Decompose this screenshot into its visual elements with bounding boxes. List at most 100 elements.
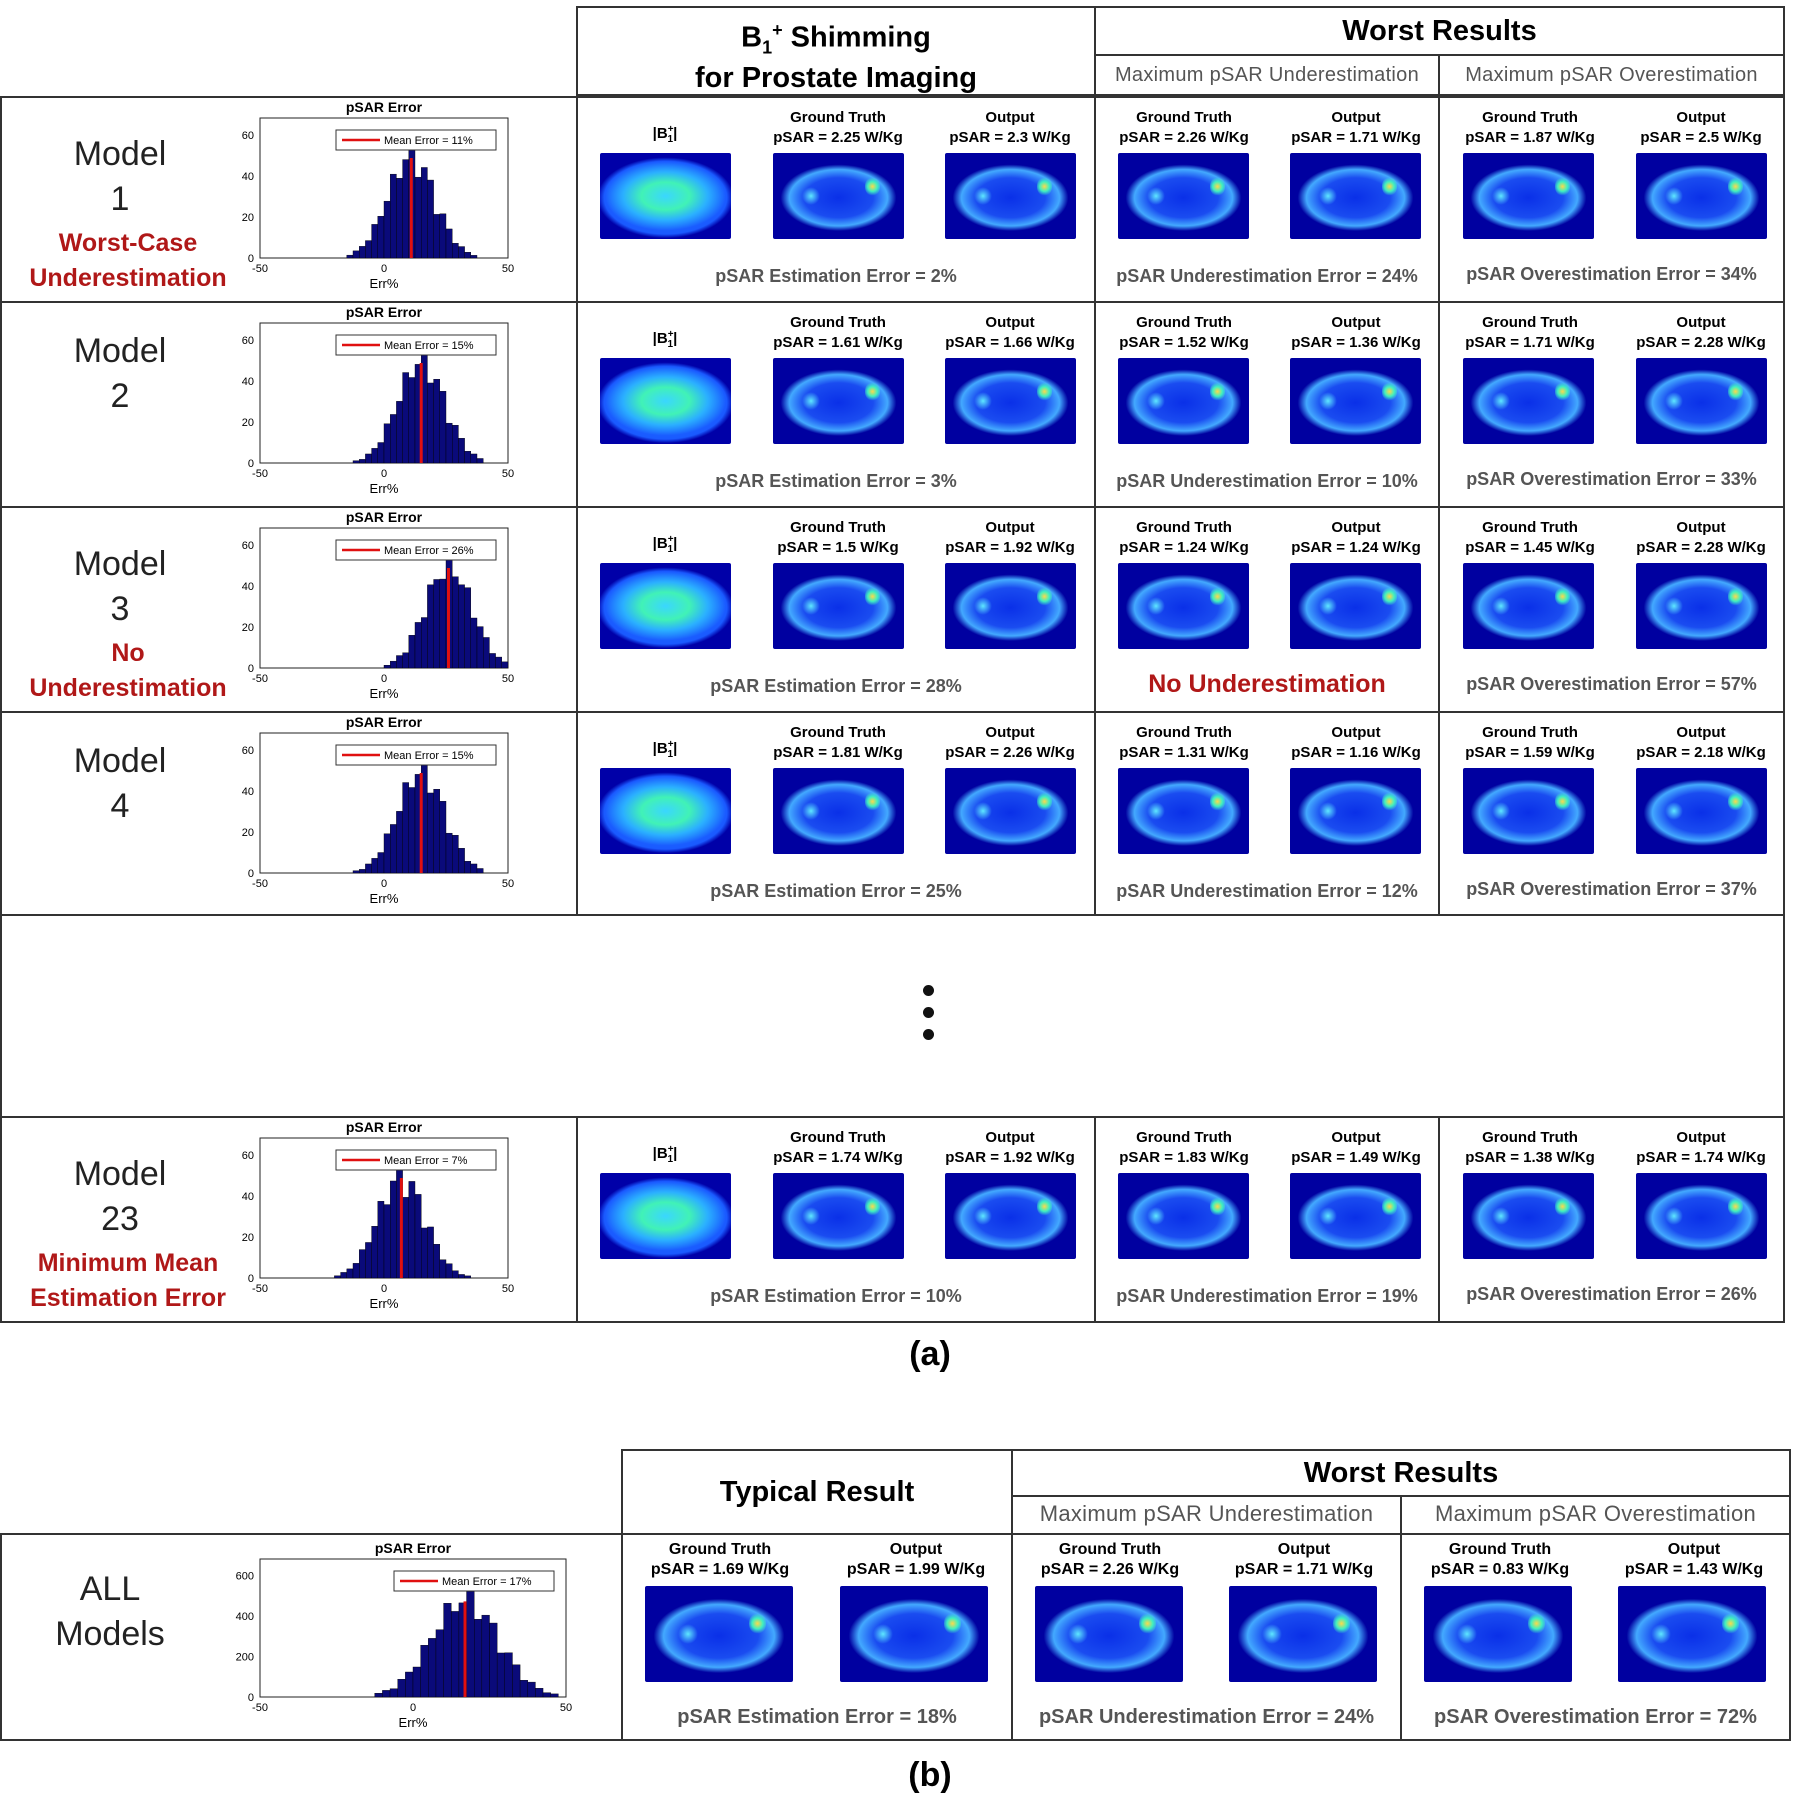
under-err: pSAR Underestimation Error = 19% (1116, 1286, 1418, 1306)
under-out-label-b: Output pSAR = 1.71 W/Kg (1234, 1541, 1374, 1578)
b1-map (600, 153, 731, 239)
hist-bar (451, 425, 459, 464)
hist-bar (396, 655, 403, 669)
hist-bar (402, 159, 410, 259)
under-gt-map (1118, 768, 1249, 854)
hist-bar (428, 1638, 437, 1698)
over-gt-map (1463, 563, 1594, 649)
hist-bar (371, 224, 379, 259)
typ-out-label: Output pSAR = 1.99 W/Kg (846, 1541, 986, 1578)
hist-bar (414, 622, 422, 669)
over-err: pSAR Overestimation Error = 37% (1466, 879, 1757, 899)
y-tick-label: 60 (242, 130, 254, 142)
hist-bar (371, 1226, 379, 1279)
hist-bar (496, 1652, 505, 1698)
b1-label: |B+1| (652, 124, 678, 145)
x-axis-label: Err% (370, 276, 399, 291)
model-label: Model 2 (40, 329, 200, 419)
hist-bar (383, 833, 391, 874)
hist-bar (427, 382, 434, 464)
hist-title: pSAR Error (346, 99, 423, 115)
hist-bar (371, 448, 379, 464)
model-note: Worst-Case Underestimation (8, 226, 248, 296)
over-err: pSAR Overestimation Error = 57% (1466, 674, 1757, 694)
hist-bar (451, 1270, 459, 1279)
under-out-label: Output pSAR = 1.16 W/Kg (1276, 723, 1436, 763)
b1-map (600, 768, 731, 854)
out-title: Output (985, 724, 1035, 741)
hist-bar (365, 240, 372, 259)
hist-bar (481, 1614, 490, 1698)
x-tick-label: 50 (502, 1283, 514, 1295)
hist-bar (501, 661, 509, 669)
hist-bar (433, 789, 441, 874)
hist-bar (383, 1204, 391, 1279)
under-gt-label: Ground Truth pSAR = 1.31 W/Kg (1104, 723, 1264, 763)
hist-title: pSAR Error (375, 1540, 452, 1556)
hist-bar (371, 858, 379, 874)
hist-bar (358, 459, 366, 464)
shim-gt-value: pSAR = 1.81 W/Kg (773, 744, 903, 761)
hist-bar (408, 377, 416, 464)
ellipsis-row (0, 914, 1785, 1118)
model-note-line2: Underestimation (29, 264, 227, 292)
legend-text: Mean Error = 15% (384, 340, 474, 352)
y-tick-label: 60 (242, 745, 254, 757)
out-title: Output (1331, 314, 1381, 331)
hist-bar (402, 652, 410, 669)
hist-bar (427, 584, 434, 669)
over-out-map (1636, 563, 1767, 649)
hist-bar (405, 1671, 414, 1698)
shim-gt-value: pSAR = 1.61 W/Kg (773, 334, 903, 351)
shim-out-value: pSAR = 1.92 W/Kg (945, 1149, 1075, 1166)
gt-title: Ground Truth (1136, 1129, 1232, 1146)
shim-out-map (945, 358, 1076, 444)
out-title: Output (1331, 1129, 1381, 1146)
hist-bar (389, 1180, 397, 1279)
x-tick-label: 0 (381, 1283, 387, 1295)
shimming-title-line1: B1+ Shimming (741, 20, 931, 58)
x-tick-label: 50 (502, 878, 514, 890)
hist-bar (352, 250, 360, 259)
gt-title: Ground Truth (1482, 519, 1578, 536)
model-note-line1: Minimum Mean (37, 1249, 219, 1277)
under-gt-value: pSAR = 1.24 W/Kg (1119, 539, 1249, 556)
hist-bar (470, 863, 478, 874)
over-gt-value: pSAR = 1.45 W/Kg (1465, 539, 1595, 556)
hist-bar (464, 451, 472, 464)
shim-err: pSAR Estimation Error = 3% (715, 471, 957, 491)
hist-bar (482, 637, 490, 669)
shim-out-map (945, 153, 1076, 239)
gt-title: Ground Truth (1482, 1129, 1578, 1146)
shim-gt-label: Ground Truth pSAR = 1.5 W/Kg (758, 518, 918, 558)
over-gt-map (1463, 1173, 1594, 1259)
b1-label: |B+1| (652, 329, 678, 350)
shim-gt-label: Ground Truth pSAR = 1.61 W/Kg (758, 313, 918, 353)
hist-bar (334, 1275, 341, 1279)
y-tick-label: 20 (242, 417, 254, 429)
under-gt-label: Ground Truth pSAR = 1.83 W/Kg (1104, 1128, 1264, 1168)
header-max-over: Maximum pSAR Overestimation (1438, 54, 1785, 96)
y-tick-label: 40 (242, 1191, 254, 1203)
caption-b: (b) (908, 1756, 952, 1794)
hist-bar (389, 824, 397, 874)
hist-bar (396, 811, 403, 874)
under-gt-label: Ground Truth pSAR = 2.26 W/Kg (1104, 108, 1264, 148)
y-tick-label: 200 (236, 1652, 254, 1664)
under-gt-label: Ground Truth pSAR = 1.24 W/Kg (1104, 518, 1264, 558)
gt-title: Ground Truth (1136, 109, 1232, 126)
typ-err: pSAR Estimation Error = 18% (677, 1706, 957, 1728)
over-out-map (1636, 358, 1767, 444)
header-max-under-b: Maximum pSAR Underestimation (1011, 1495, 1402, 1535)
model-number: 1 (110, 180, 130, 218)
x-axis-label: Err% (370, 686, 399, 701)
hist-bar (377, 216, 385, 259)
over-gt-label: Ground Truth pSAR = 1.87 W/Kg (1450, 108, 1610, 148)
hist-bar (458, 848, 465, 874)
over-out-label: Output pSAR = 2.18 W/Kg (1620, 723, 1782, 763)
shim-out-map (945, 1173, 1076, 1259)
y-tick-label: 60 (242, 335, 254, 347)
out-title: Output (985, 519, 1035, 536)
hist-bar (408, 635, 416, 669)
hist-bar (445, 1263, 453, 1279)
